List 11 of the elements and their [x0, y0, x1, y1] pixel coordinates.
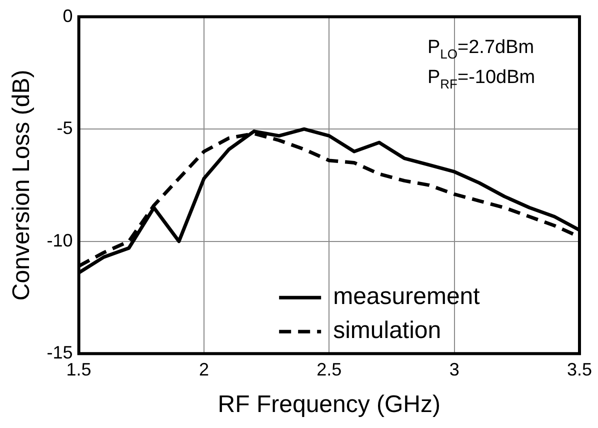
legend-label: simulation — [333, 317, 442, 344]
y-tick-label: -10 — [46, 230, 73, 250]
x-tick-label: 3.5 — [566, 359, 592, 380]
x-tick-label: 2.5 — [316, 359, 342, 380]
y-tick-label: -5 — [56, 118, 73, 138]
legend-label: measurement — [333, 283, 480, 310]
x-tick-label: 3 — [449, 359, 460, 380]
x-tick-label: 2 — [198, 359, 209, 380]
y-tick-label: 0 — [62, 6, 73, 26]
y-axis-title: Conversion Loss (dB) — [8, 70, 36, 301]
x-axis-title: RF Frequency (GHz) — [218, 391, 441, 418]
